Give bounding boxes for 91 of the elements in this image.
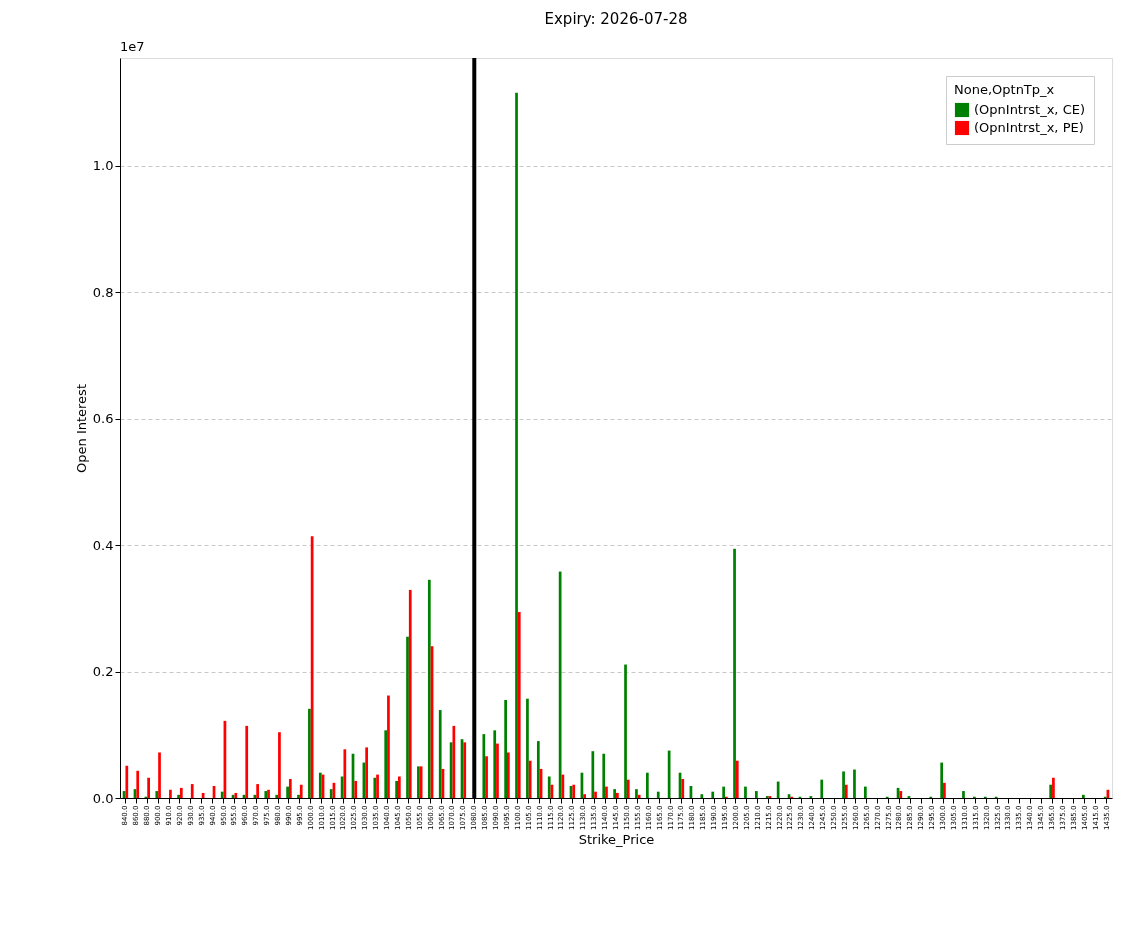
bar	[1052, 777, 1055, 798]
bar	[256, 784, 259, 798]
bar	[504, 699, 507, 798]
bar	[536, 741, 540, 798]
bar	[624, 664, 627, 798]
bar	[776, 781, 780, 798]
bar	[485, 756, 488, 798]
bar	[667, 750, 671, 798]
bar	[656, 791, 660, 798]
bar	[343, 749, 347, 798]
bar	[517, 612, 521, 798]
bar	[591, 751, 595, 798]
bar	[526, 698, 529, 798]
bar	[177, 794, 180, 798]
x-axis-title: Strike_Price	[578, 831, 655, 847]
bar	[561, 774, 565, 798]
bar	[286, 786, 289, 798]
legend-title: None,OptnTp_x	[954, 82, 1055, 97]
bar	[528, 760, 532, 798]
bar	[1082, 794, 1085, 798]
bar	[700, 794, 704, 798]
bar	[387, 695, 390, 798]
bar	[147, 777, 150, 798]
bar	[275, 794, 279, 798]
legend-label: (OpnIntrst_x, CE)	[974, 102, 1086, 117]
bar	[125, 765, 129, 798]
bar	[681, 779, 685, 798]
bar	[406, 636, 409, 798]
bar	[179, 787, 183, 798]
bar	[308, 708, 311, 798]
bar	[297, 794, 300, 798]
bar	[626, 779, 630, 798]
bar	[506, 752, 510, 798]
bar	[245, 725, 249, 798]
bar	[940, 762, 944, 798]
bar	[427, 579, 431, 798]
bar	[354, 780, 358, 798]
bar	[158, 752, 161, 798]
bar	[744, 786, 747, 798]
y-tick-label: 0.2	[92, 664, 114, 679]
bar	[637, 794, 641, 798]
bar	[853, 769, 856, 798]
legend-label: (OpnIntrst_x, PE)	[974, 120, 1084, 135]
bar	[408, 589, 412, 798]
y-tick-label: 0.8	[92, 284, 114, 300]
bar	[278, 732, 281, 798]
bar	[735, 760, 739, 798]
bar	[645, 772, 649, 798]
bar	[395, 780, 398, 798]
bar	[496, 743, 499, 798]
bar	[864, 786, 867, 798]
y-tick-label: 0.0	[92, 790, 114, 806]
bar	[943, 782, 946, 798]
text: 1e7	[120, 39, 145, 54]
bar	[754, 791, 758, 798]
bar	[190, 784, 194, 798]
chart-title: Expiry: 2026-07-28	[544, 10, 688, 28]
bar	[594, 791, 597, 798]
bar	[733, 548, 736, 798]
bar	[482, 734, 486, 798]
bar	[384, 730, 388, 798]
bar	[299, 784, 303, 798]
bar	[169, 789, 172, 798]
y-axis-title: Open Interest	[73, 384, 89, 473]
bar	[438, 710, 442, 798]
bar	[365, 747, 368, 798]
bar	[722, 786, 726, 798]
bar	[635, 789, 638, 798]
y-tick-label: 0.4	[92, 537, 114, 553]
bar	[820, 779, 824, 798]
bar	[515, 92, 518, 798]
bar	[493, 730, 497, 798]
bar	[844, 784, 848, 798]
bar	[583, 794, 587, 798]
bar	[842, 771, 845, 798]
bar	[155, 791, 159, 798]
bar	[329, 789, 333, 798]
bar	[605, 786, 608, 798]
bar	[220, 791, 224, 798]
bar	[452, 725, 456, 798]
bar	[899, 791, 903, 798]
bar	[602, 753, 606, 798]
bar	[962, 791, 965, 798]
bar	[136, 770, 140, 798]
bar	[288, 779, 292, 798]
bar	[711, 791, 715, 798]
y-tick-label: 1.0	[92, 158, 114, 174]
bar	[1049, 784, 1053, 798]
y-tick-label: 0.6	[92, 411, 114, 427]
bar	[397, 776, 401, 798]
bar	[547, 776, 551, 798]
